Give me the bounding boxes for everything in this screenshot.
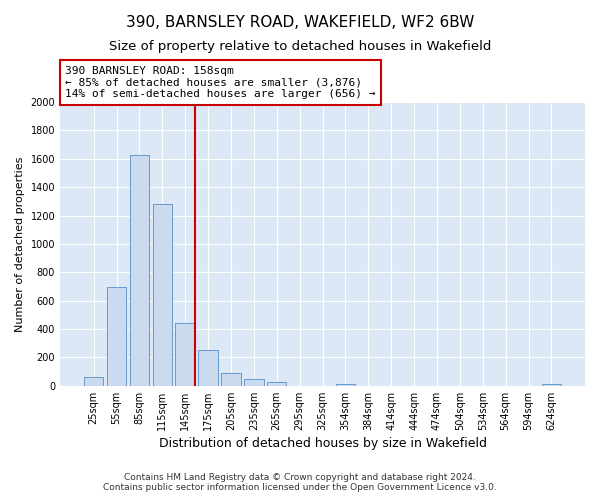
Bar (199, 350, 218, 386)
Bar (130, 154, 149, 386)
Bar (84, 376, 103, 386)
Text: 390, BARNSLEY ROAD, WAKEFIELD, WF2 6BW: 390, BARNSLEY ROAD, WAKEFIELD, WF2 6BW (126, 15, 474, 30)
Text: Contains HM Land Registry data © Crown copyright and database right 2024.
Contai: Contains HM Land Registry data © Crown c… (103, 473, 497, 492)
Bar (542, 384, 561, 386)
Y-axis label: Number of detached properties: Number of detached properties (15, 156, 25, 332)
Bar (221, 373, 241, 386)
Bar (267, 382, 286, 386)
Bar (175, 324, 195, 386)
X-axis label: Distribution of detached houses by size in Wakefield: Distribution of detached houses by size … (158, 437, 487, 450)
Text: 390 BARNSLEY ROAD: 158sqm
← 85% of detached houses are smaller (3,876)
14% of se: 390 BARNSLEY ROAD: 158sqm ← 85% of detac… (65, 66, 376, 99)
Bar (335, 384, 355, 386)
Bar (244, 378, 263, 386)
Bar (152, 204, 172, 386)
Text: Size of property relative to detached houses in Wakefield: Size of property relative to detached ho… (109, 40, 491, 53)
Bar (107, 287, 126, 386)
